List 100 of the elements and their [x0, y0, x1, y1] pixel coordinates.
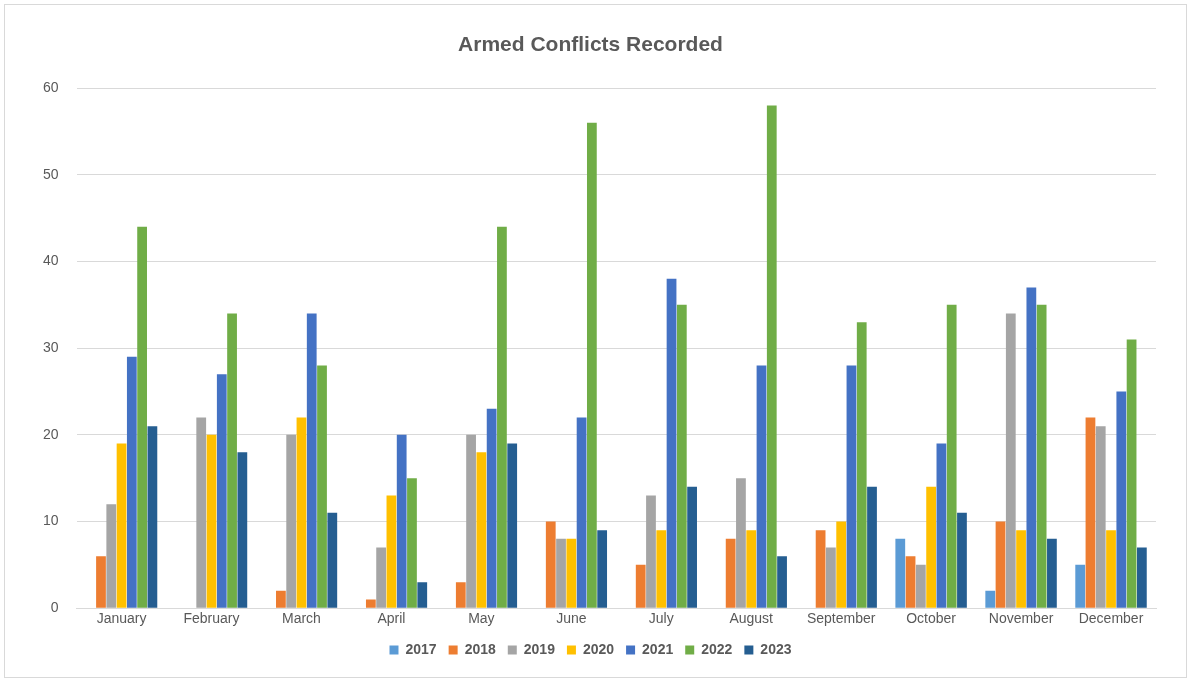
bar — [386, 495, 397, 608]
bar — [306, 313, 317, 608]
bar — [497, 226, 507, 608]
bar — [196, 417, 207, 608]
bar — [895, 538, 906, 608]
y-tick-label: 20 — [42, 425, 59, 442]
bar — [826, 547, 836, 608]
bar — [417, 582, 428, 608]
bar — [1136, 547, 1147, 608]
bar — [1036, 304, 1047, 608]
bar — [206, 434, 217, 608]
x-tick-label: April — [377, 610, 406, 627]
bar — [725, 538, 736, 608]
bar — [867, 486, 877, 608]
bar — [1126, 339, 1137, 608]
bar — [946, 304, 957, 608]
bar — [957, 512, 967, 608]
bar — [635, 564, 646, 608]
bar — [455, 582, 466, 608]
legend-label: 2017 — [405, 640, 437, 657]
bar — [586, 122, 597, 608]
bar — [317, 365, 327, 608]
bar — [486, 408, 497, 608]
bar — [116, 443, 127, 608]
x-tick-label: February — [183, 610, 240, 627]
bar — [1095, 426, 1106, 608]
bar — [1075, 564, 1086, 608]
x-tick-label: October — [906, 610, 957, 627]
bar — [846, 365, 857, 608]
bar — [656, 530, 667, 608]
bar — [1016, 530, 1026, 608]
bar — [905, 556, 916, 608]
bar — [276, 590, 286, 608]
x-tick-label: July — [648, 610, 674, 627]
bar — [1116, 391, 1127, 608]
bar — [466, 434, 476, 608]
x-tick-label: March — [282, 610, 321, 627]
bar — [137, 226, 147, 608]
x-tick-label: January — [96, 610, 147, 627]
bar — [597, 530, 608, 608]
bar — [836, 521, 847, 608]
y-tick-label: 50 — [42, 165, 59, 182]
bar — [936, 443, 947, 608]
bar — [676, 304, 687, 608]
bar — [746, 530, 757, 608]
legend-label: 2021 — [642, 640, 674, 657]
x-tick-label: September — [806, 610, 876, 627]
bar — [296, 417, 307, 608]
x-tick-label: May — [468, 610, 495, 627]
bar — [556, 538, 566, 608]
bar — [407, 478, 417, 608]
y-tick-label: 0 — [50, 599, 59, 616]
bar — [376, 547, 387, 608]
bar — [237, 452, 248, 608]
bar — [915, 564, 926, 608]
bar — [777, 556, 787, 608]
bar — [126, 356, 137, 608]
bar — [327, 512, 338, 608]
legend-label: 2022 — [701, 640, 733, 657]
bar — [566, 538, 577, 608]
bar — [756, 365, 767, 608]
legend-label: 2018 — [464, 640, 496, 657]
legend-label: 2019 — [523, 640, 556, 657]
x-tick-label: August — [729, 610, 774, 627]
bar — [1085, 417, 1096, 608]
x-tick-label: June — [556, 610, 587, 627]
bar — [545, 521, 556, 608]
bar — [507, 443, 518, 608]
legend-label: 2023 — [760, 640, 792, 657]
bar — [985, 590, 996, 608]
bar — [227, 313, 237, 608]
y-tick-label: 10 — [42, 512, 59, 529]
bar — [736, 478, 746, 608]
bar — [666, 278, 677, 608]
x-tick-label: November — [988, 610, 1054, 627]
bar — [687, 486, 697, 608]
y-tick-label: 60 — [42, 79, 59, 96]
bar — [1106, 530, 1116, 608]
bar — [766, 105, 777, 608]
bar — [926, 486, 936, 608]
bar — [476, 452, 487, 608]
y-tick-label: 40 — [42, 252, 59, 269]
bar — [396, 434, 407, 608]
bar — [995, 521, 1006, 608]
bar — [576, 417, 587, 608]
bar — [1026, 287, 1037, 608]
bar — [856, 322, 867, 608]
bar — [365, 599, 376, 608]
legend-label: 2020 — [582, 640, 615, 657]
bar — [646, 495, 656, 608]
x-tick-label: December — [1078, 610, 1144, 627]
bar — [106, 504, 117, 608]
bar — [1047, 538, 1057, 608]
bar — [1005, 313, 1016, 608]
y-tick-label: 30 — [42, 339, 59, 356]
bar — [815, 530, 826, 608]
bar — [286, 434, 297, 608]
bar — [216, 374, 227, 608]
bar — [147, 426, 158, 608]
chart-title: Armed Conflicts Recorded — [458, 32, 723, 56]
